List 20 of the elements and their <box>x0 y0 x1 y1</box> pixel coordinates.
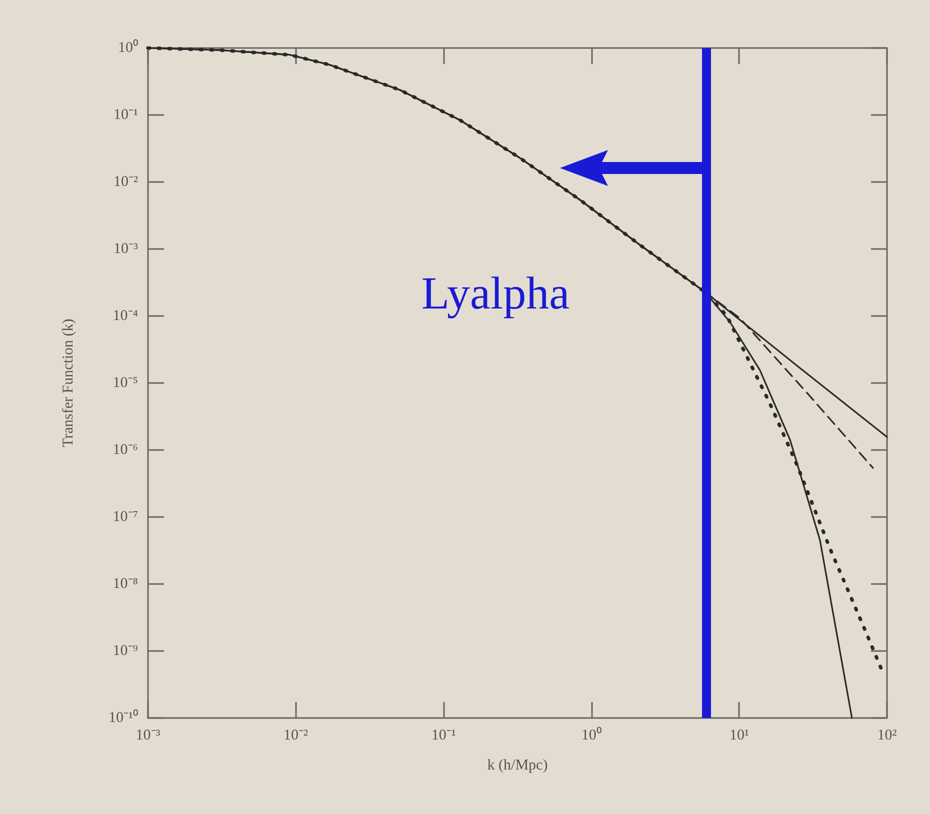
y-tick-label: 10⁻² <box>114 174 138 190</box>
x-tick-label: 10⁻¹ <box>431 728 456 744</box>
y-tick-label: 10⁻⁵ <box>112 375 138 391</box>
x-tick-label: 10⁰ <box>581 726 602 744</box>
y-axis-title: Transfer Function (k) <box>60 318 76 448</box>
ref-line-label: Lyalpha <box>421 268 570 318</box>
x-tick-label: 10⁻³ <box>136 728 161 744</box>
y-tick-label: 10⁻⁶ <box>112 442 138 458</box>
y-tick-label: 10⁻³ <box>114 241 138 257</box>
x-tick-label: 10¹ <box>729 728 749 744</box>
x-tick-label: 10⁻² <box>284 728 309 744</box>
x-axis-title: k (h/Mpc) <box>487 758 548 774</box>
x-tick-label: 10² <box>877 728 898 744</box>
y-tick-label: 10⁻¹⁰ <box>108 709 138 726</box>
y-tick-label: 10⁻⁸ <box>112 576 138 592</box>
y-tick-label: 10⁻⁹ <box>112 643 138 659</box>
y-tick-label: 10⁻¹ <box>114 107 138 123</box>
y-tick-label: 10⁻⁷ <box>112 509 138 525</box>
y-tick-label: 10⁻⁴ <box>112 308 138 324</box>
y-tick-label: 10⁰ <box>118 39 138 56</box>
